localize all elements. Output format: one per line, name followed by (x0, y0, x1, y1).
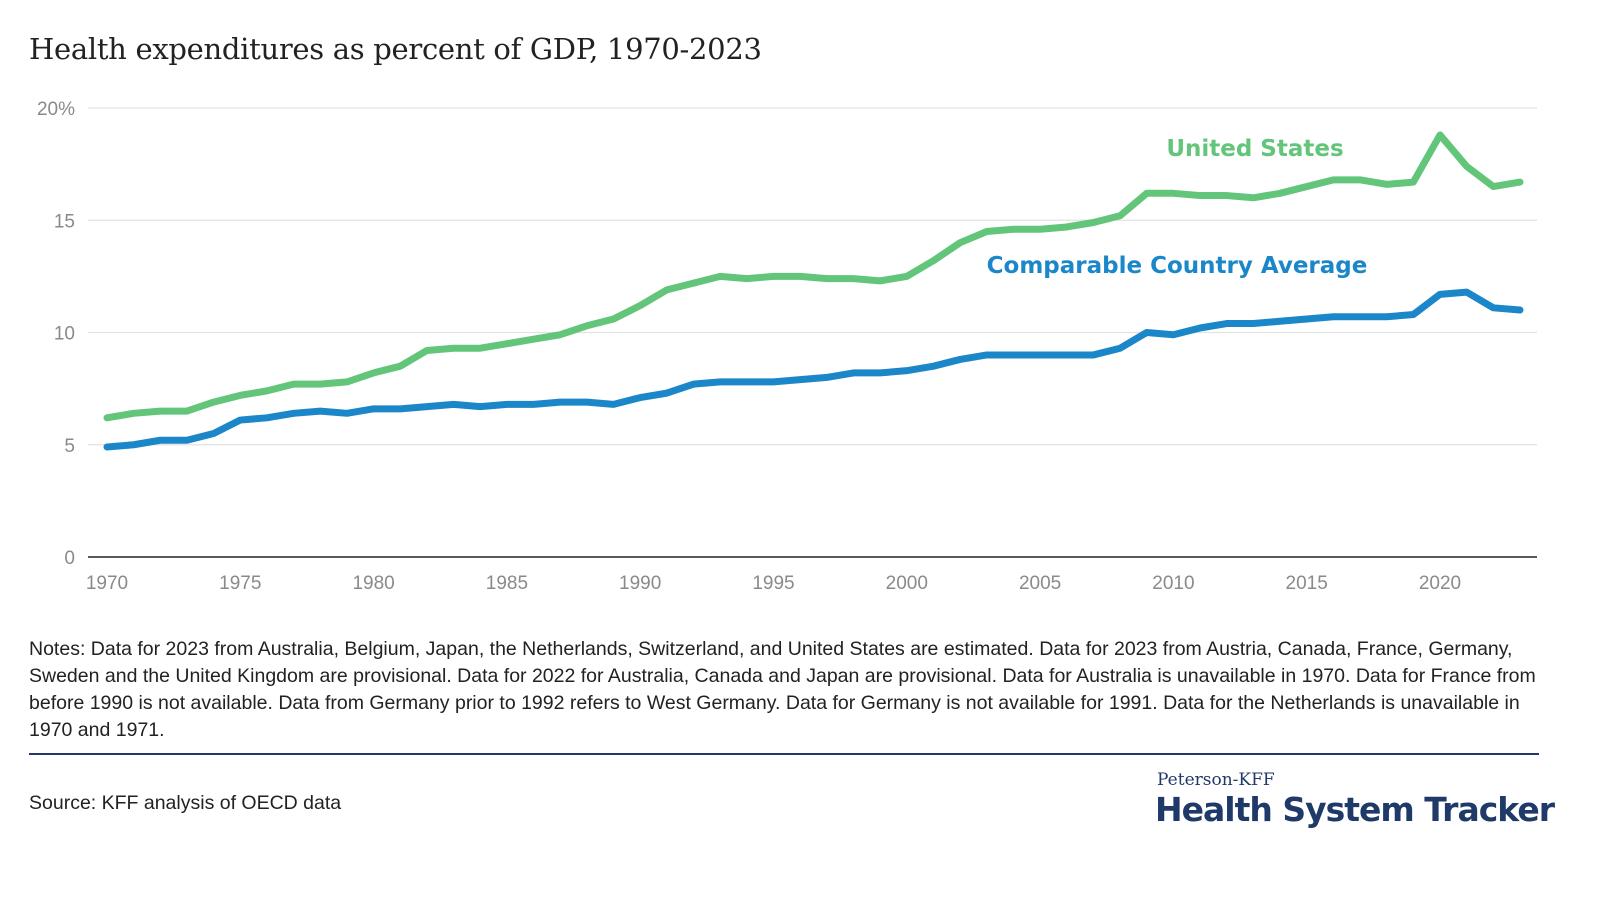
x-tick-label: 2000 (886, 573, 928, 594)
x-tick-label: 2010 (1152, 573, 1194, 594)
x-tick-label: 2020 (1419, 573, 1461, 594)
y-tick-label: 15 (54, 211, 75, 232)
x-tick-label: 1980 (352, 573, 394, 594)
chart-notes: Notes: Data for 2023 from Australia, Bel… (29, 638, 1536, 741)
logo-subtitle: Peterson-KFF (1157, 770, 1275, 790)
chart-title: Health expenditures as percent of GDP, 1… (29, 32, 762, 66)
chart-source: Source: KFF analysis of OECD data (29, 792, 342, 814)
y-tick-label: 10 (54, 324, 75, 345)
x-tick-label: 2015 (1286, 573, 1328, 594)
y-tick-label: 5 (64, 436, 75, 457)
x-tick-label: 1990 (619, 573, 661, 594)
line-chart: 0 5 10 15 20% 1970 1975 1980 1985 1990 1995 2000 200… (37, 99, 1537, 594)
divider (29, 753, 1539, 755)
x-tick-label: 1995 (752, 573, 794, 594)
x-tick-label: 1970 (86, 573, 128, 594)
y-tick-label: 20% (37, 99, 75, 120)
average-series-label: Comparable Country Average (987, 253, 1368, 279)
x-tick-label: 2005 (1019, 573, 1061, 594)
logo-title: Health System Tracker (1155, 790, 1555, 829)
y-tick-label: 0 (64, 548, 75, 569)
us-series-label: United States (1166, 136, 1343, 162)
x-tick-label: 1975 (219, 573, 261, 594)
us-series-line (103, 131, 1524, 422)
x-tick-label: 1985 (486, 573, 528, 594)
average-series-line (103, 288, 1524, 451)
